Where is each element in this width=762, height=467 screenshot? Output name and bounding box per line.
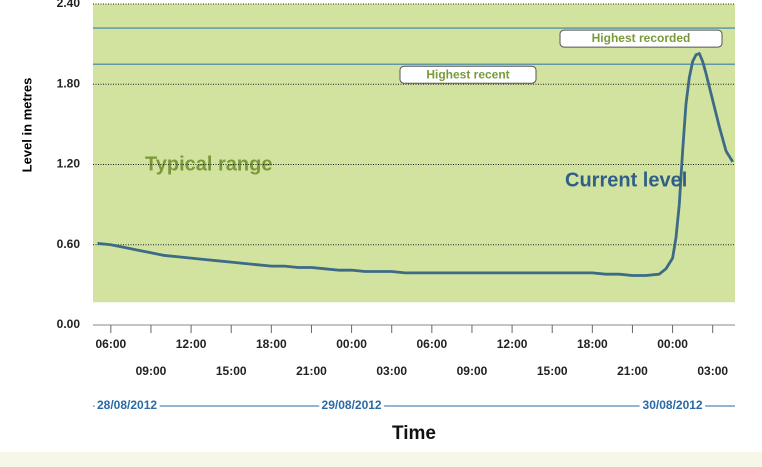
x-tick-label: 09:00 (457, 364, 488, 378)
x-tick-label: 03:00 (376, 364, 407, 378)
x-tick-label: 12:00 (176, 337, 207, 351)
x-tick-label: 18:00 (256, 337, 287, 351)
x-tick-label: 09:00 (136, 364, 167, 378)
y-tick-label: 0.00 (57, 317, 81, 331)
x-tick-label: 12:00 (497, 337, 528, 351)
x-tick-label: 00:00 (657, 337, 688, 351)
date-label: 30/08/2012 (643, 398, 703, 412)
x-tick-label: 21:00 (296, 364, 327, 378)
date-label: 29/08/2012 (322, 398, 382, 412)
y-tick-label: 2.40 (57, 0, 81, 10)
x-tick-label: 21:00 (617, 364, 648, 378)
threshold-label: Highest recorded (592, 31, 691, 45)
x-tick-label: 03:00 (697, 364, 728, 378)
series-line (97, 52, 734, 277)
x-tick-label: 00:00 (336, 337, 367, 351)
x-tick-label: 06:00 (95, 337, 126, 351)
y-tick-label: 0.60 (57, 237, 81, 251)
x-axis-label: Time (392, 423, 436, 444)
x-tick-label: 15:00 (216, 364, 247, 378)
x-tick-label: 06:00 (416, 337, 447, 351)
footer-strip (0, 452, 762, 467)
y-tick-label: 1.80 (57, 76, 81, 90)
x-tick-label: 18:00 (577, 337, 608, 351)
x-tick-label: 15:00 (537, 364, 568, 378)
threshold-label: Highest recent (426, 67, 509, 81)
typical-range-band (93, 4, 735, 303)
y-axis-label: Level in metres (19, 78, 34, 173)
date-label: 28/08/2012 (97, 398, 157, 412)
series-label: Current level (565, 169, 687, 191)
threshold-box (399, 65, 537, 84)
threshold-box (559, 29, 723, 48)
y-tick-label: 1.20 (57, 157, 81, 171)
